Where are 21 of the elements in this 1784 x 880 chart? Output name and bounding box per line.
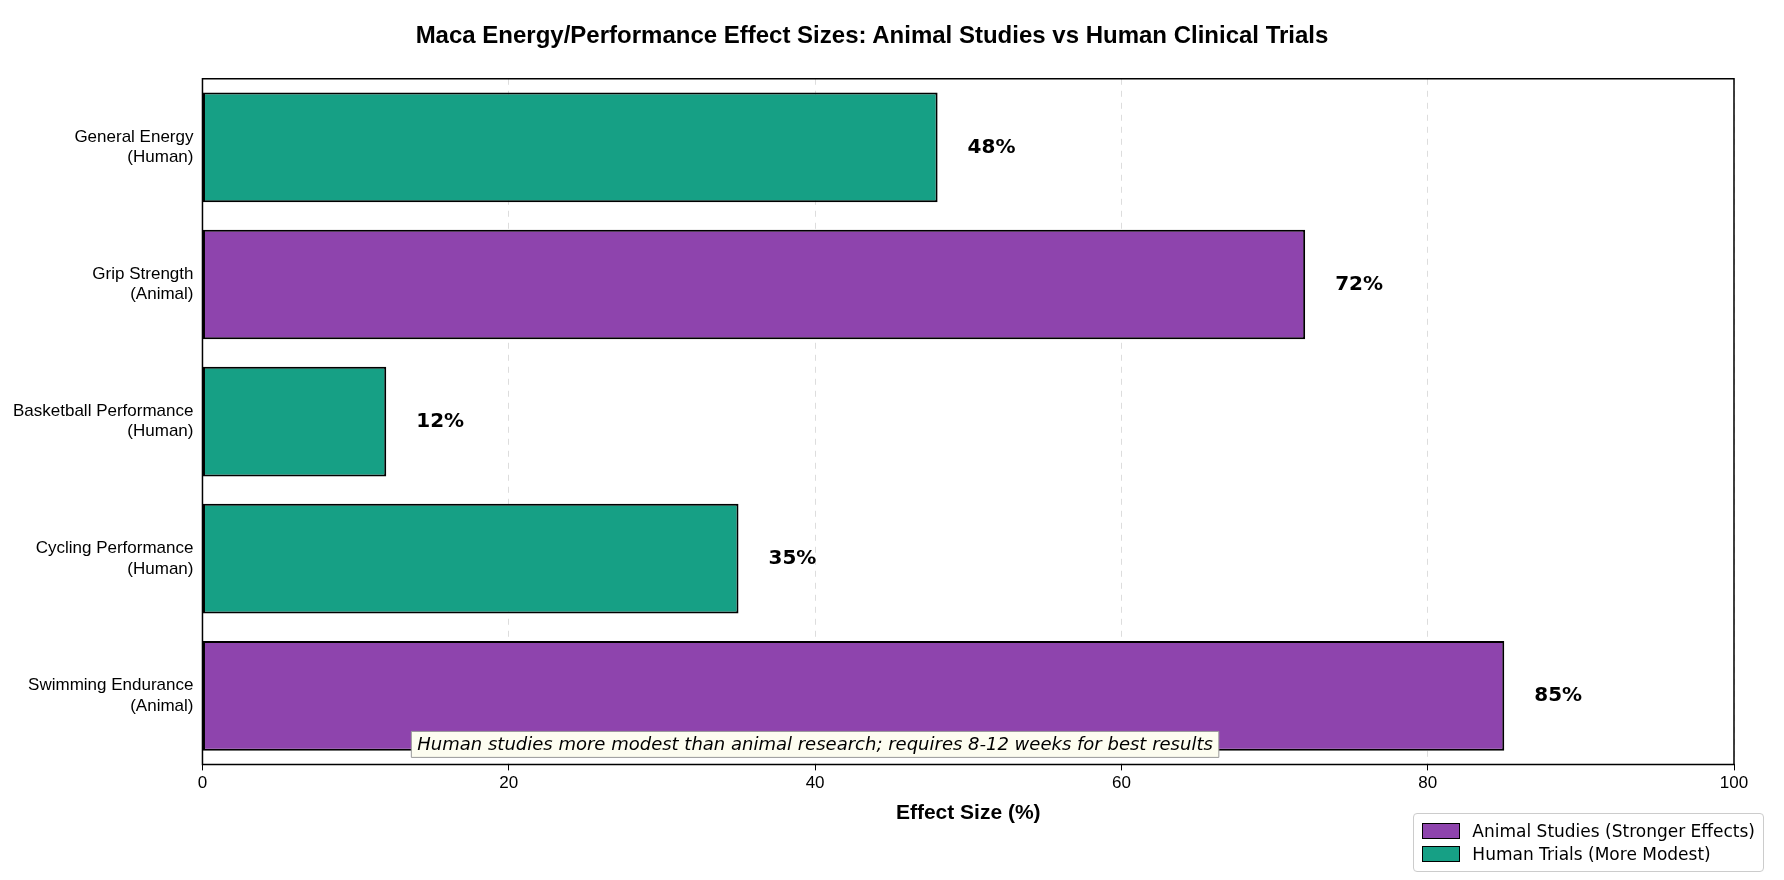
x-tick-label: 0 (197, 773, 208, 793)
legend-label: Animal Studies (Stronger Effects) (1472, 821, 1755, 841)
annotation: Human studies more modest than animal research; requires 8-12 weeks for best results (417, 733, 1213, 755)
y-tick-label: Swimming Endurance (Animal) (28, 675, 194, 715)
data-label: 35% (768, 544, 817, 569)
data-label: 48% (967, 133, 1016, 158)
data-label: 12% (416, 407, 465, 432)
x-tick-label: 60 (1111, 773, 1131, 793)
y-tick-label: Cycling Performance (Human) (35, 538, 194, 578)
x-tick-label: 20 (499, 773, 519, 793)
x-axis-title: Effect Size (%) (895, 800, 1041, 824)
data-label: 72% (1335, 270, 1384, 295)
data-label: 85% (1534, 682, 1583, 707)
chart-title: Maca Energy/Performance Effect Sizes: Animal Studies vs Human Clinical Trials (415, 21, 1329, 49)
y-tick-label: Grip Strength (Animal) (92, 263, 194, 304)
x-tick-label: 40 (805, 773, 825, 793)
y-tick-label: General Energy (Human) (74, 126, 194, 167)
x-tick-label: 80 (1418, 773, 1438, 793)
y-tick-label: Basketball Performance (Human) (12, 401, 194, 441)
legend-label: Human Trials (More Modest) (1472, 844, 1711, 864)
x-tick-label: 100 (1719, 773, 1749, 793)
